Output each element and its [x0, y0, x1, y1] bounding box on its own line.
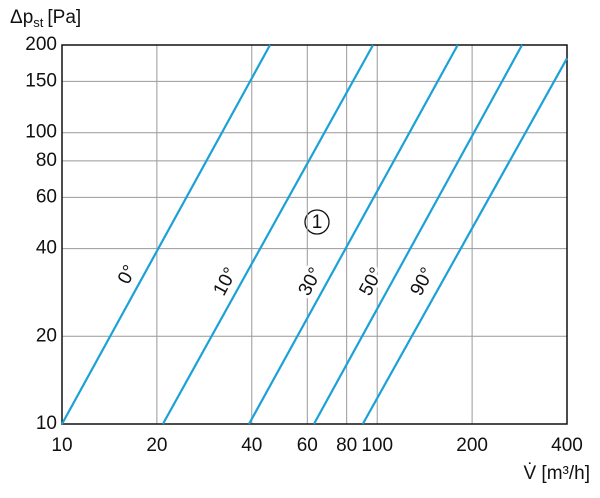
x-tick-label: 200	[456, 435, 488, 456]
x-tick-label: 10	[51, 435, 72, 456]
y-axis-label: Δpst [Pa]	[10, 7, 81, 30]
series-label: 90°	[407, 264, 439, 299]
series-line	[161, 44, 375, 425]
x-tick-label: 60	[297, 435, 318, 456]
y-tick-label: 200	[25, 34, 57, 55]
series-line	[361, 57, 568, 425]
series-line	[313, 44, 523, 425]
x-axis-label: V̇ [m³/h]	[523, 463, 590, 484]
series-label: 50°	[356, 264, 388, 299]
y-label-main: Δp	[10, 7, 33, 28]
y-tick-label: 150	[25, 70, 57, 91]
y-label-sub: st	[33, 15, 44, 30]
x-tick-label: 80	[336, 435, 357, 456]
annotation: 1	[312, 212, 323, 233]
series-line	[248, 44, 459, 425]
y-tick-label: 20	[36, 325, 57, 346]
y-tick-label: 60	[36, 186, 57, 207]
y-label-unit: [Pa]	[47, 7, 81, 28]
y-tick-label: 40	[36, 238, 57, 259]
x-tick-label: 20	[146, 435, 167, 456]
series-label: 0°	[114, 262, 141, 288]
y-tick-label: 80	[36, 150, 57, 171]
x-tick-label: 40	[241, 435, 262, 456]
annotation-circle	[304, 209, 330, 235]
y-tick-label: 10	[36, 413, 57, 434]
series-label: 10°	[210, 264, 242, 299]
y-tick-label: 100	[25, 122, 57, 143]
series-line	[61, 44, 271, 425]
x-tick-label: 400	[551, 435, 583, 456]
x-tick-label: 100	[361, 435, 393, 456]
